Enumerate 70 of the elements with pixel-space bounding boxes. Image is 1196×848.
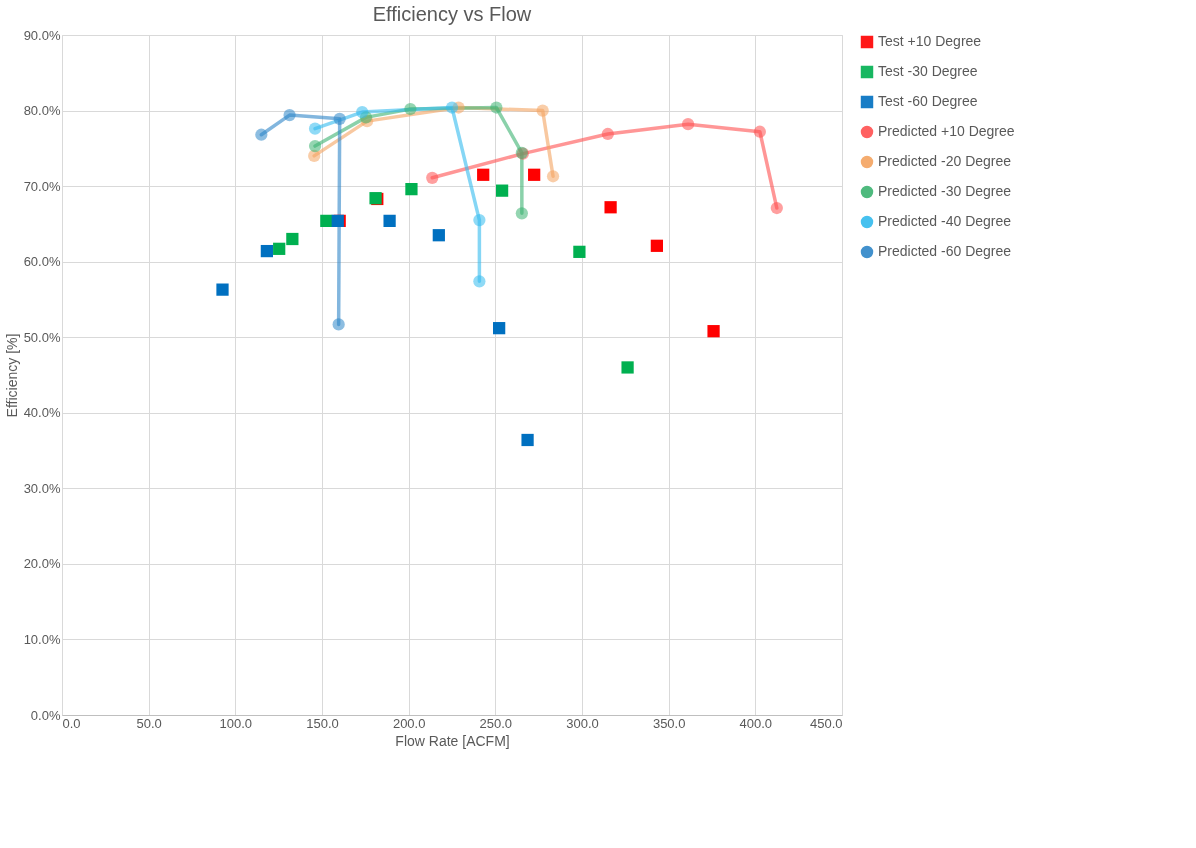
point <box>356 105 369 119</box>
legend-label: Predicted -60 Degree <box>878 243 1012 259</box>
x-tick-label: 400.0 <box>739 715 773 731</box>
y-tick-label: 90.0% <box>23 27 61 43</box>
point <box>473 214 486 227</box>
point <box>332 318 345 331</box>
x-tick-label: 300.0 <box>566 715 599 731</box>
point <box>707 325 720 338</box>
point <box>495 184 509 197</box>
y-tick-label: 40.0% <box>23 405 61 421</box>
point <box>604 201 617 214</box>
x-tick-label: 0.0 <box>62 715 81 731</box>
point <box>404 102 417 116</box>
point <box>320 214 333 227</box>
point <box>216 283 229 296</box>
point <box>753 125 766 138</box>
legend-label: Test +10 Degree <box>878 33 982 49</box>
legend-label: Predicted -20 Degree <box>878 153 1012 169</box>
y-tick-label: 0.0% <box>30 707 61 723</box>
point <box>493 322 506 335</box>
point <box>477 168 490 181</box>
point <box>770 201 783 215</box>
y-tick-label: 10.0% <box>23 631 61 647</box>
chart-title: Efficiency vs Flow <box>372 3 532 25</box>
point <box>528 168 541 181</box>
point <box>308 122 322 135</box>
legend-label: Predicted -40 Degree <box>878 213 1012 229</box>
point <box>255 128 268 141</box>
x-tick-label: 350.0 <box>652 715 686 731</box>
y-tick-label: 30.0% <box>23 480 61 496</box>
x-tick-label: 450.0 <box>809 715 843 731</box>
point <box>573 245 586 258</box>
point <box>333 112 346 125</box>
x-tick-label: 250.0 <box>479 715 513 731</box>
point <box>308 149 321 162</box>
point <box>283 108 296 122</box>
legend-label: Test -60 Degree <box>878 93 978 109</box>
point <box>426 171 439 184</box>
point <box>621 361 634 374</box>
y-tick-label: 20.0% <box>23 556 61 572</box>
point <box>546 170 560 183</box>
point <box>308 139 322 153</box>
point <box>445 101 459 114</box>
x-tick-label: 50.0 <box>136 715 162 731</box>
point <box>601 127 614 141</box>
point <box>515 207 528 220</box>
point <box>286 232 299 246</box>
y-tick-label: 60.0% <box>23 254 61 270</box>
point <box>405 183 418 196</box>
y-tick-label: 80.0% <box>23 103 61 119</box>
legend-label: Predicted -30 Degree <box>878 183 1012 199</box>
point <box>521 433 534 447</box>
legend-label: Predicted +10 Degree <box>878 123 1015 139</box>
point <box>432 229 445 242</box>
x-tick-label: 200.0 <box>392 715 426 731</box>
x-tick-label: 150.0 <box>306 715 339 731</box>
y-tick-label: 70.0% <box>23 178 61 194</box>
x-tick-label: 100.0 <box>219 715 253 731</box>
point <box>681 118 695 131</box>
point <box>273 242 286 255</box>
point <box>650 239 663 252</box>
y-tick-label: 50.0% <box>23 329 61 345</box>
y-axis-title: Efficiency [%] <box>3 333 20 418</box>
point <box>383 214 396 227</box>
point <box>536 104 549 117</box>
point <box>490 101 503 114</box>
x-axis-title: Flow Rate [ACFM] <box>395 732 510 749</box>
legend-label: Test -30 Degree <box>878 63 978 79</box>
point <box>473 275 486 288</box>
point <box>260 244 273 258</box>
